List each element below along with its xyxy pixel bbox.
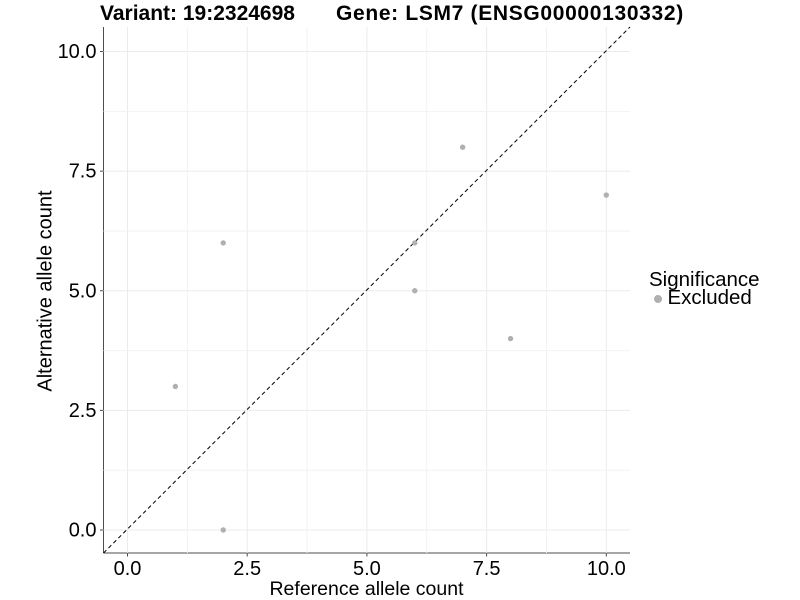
svg-text:2.5: 2.5	[69, 400, 97, 422]
svg-text:0.0: 0.0	[69, 520, 97, 542]
svg-text:5.0: 5.0	[69, 280, 97, 302]
svg-text:10.0: 10.0	[58, 41, 97, 63]
svg-text:Excluded: Excluded	[668, 286, 752, 309]
svg-text:0.0: 0.0	[114, 558, 142, 580]
svg-text:10.0: 10.0	[587, 558, 626, 580]
svg-text:7.5: 7.5	[473, 558, 501, 580]
svg-text:7.5: 7.5	[69, 161, 97, 183]
svg-text:2.5: 2.5	[233, 558, 261, 580]
svg-text:5.0: 5.0	[353, 558, 381, 580]
